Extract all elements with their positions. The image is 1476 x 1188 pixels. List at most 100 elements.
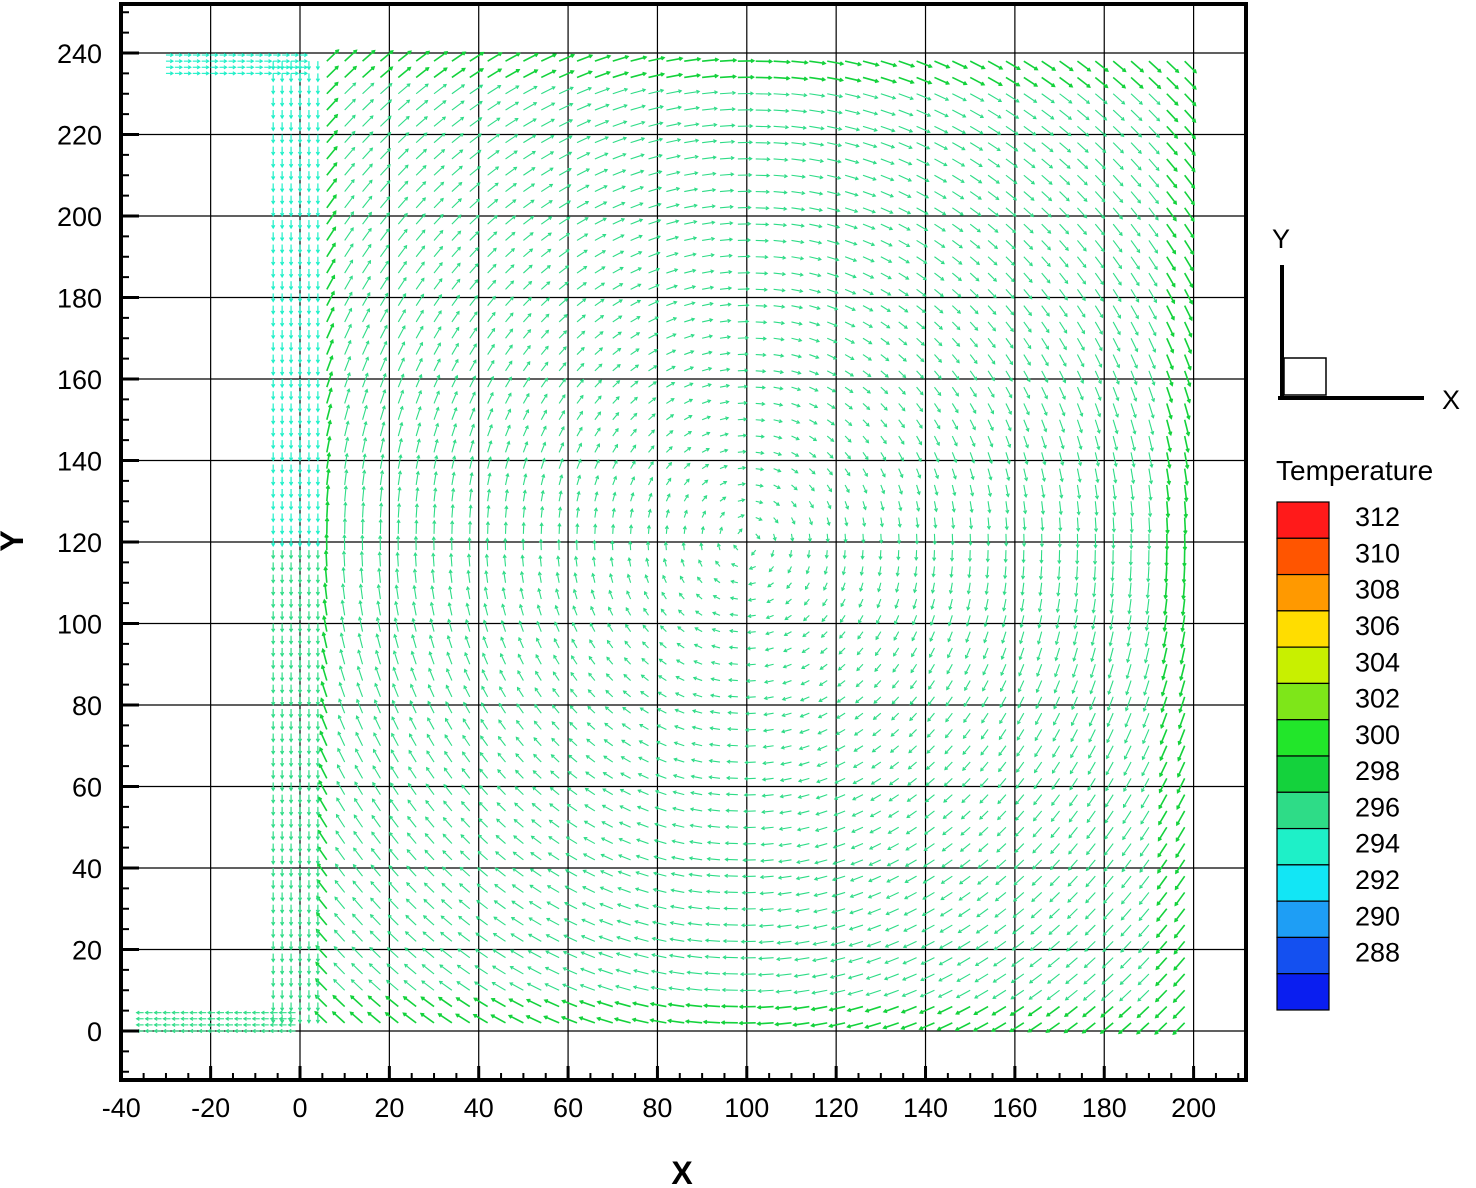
velocity-arrow <box>397 228 408 241</box>
velocity-arrow <box>466 569 471 583</box>
velocity-arrow <box>412 568 418 583</box>
velocity-arrow <box>459 866 471 877</box>
velocity-arrow <box>576 233 589 241</box>
velocity-arrow <box>469 311 478 323</box>
velocity-arrow <box>375 633 381 649</box>
velocity-arrow <box>507 1014 524 1024</box>
velocity-arrow <box>576 265 588 274</box>
velocity-arrow <box>362 291 371 306</box>
velocity-arrow <box>487 231 498 241</box>
velocity-arrow <box>324 533 329 551</box>
velocity-arrow <box>576 103 592 111</box>
y-tick-label: 140 <box>57 447 102 477</box>
velocity-arrow <box>484 569 489 583</box>
velocity-arrow <box>465 618 471 632</box>
velocity-arrow <box>323 549 329 567</box>
velocity-arrow <box>457 948 471 959</box>
velocity-arrow <box>356 682 364 698</box>
velocity-arrow <box>505 52 521 62</box>
velocity-arrow <box>444 734 453 747</box>
legend-swatch <box>1276 573 1330 612</box>
velocity-arrow <box>388 881 399 893</box>
velocity-arrow <box>523 69 539 79</box>
legend-swatch <box>1276 537 1330 576</box>
velocity-arrow <box>438 980 453 991</box>
velocity-arrow <box>344 195 355 209</box>
velocity-arrow <box>351 929 363 942</box>
velocity-arrow <box>553 637 560 649</box>
velocity-arrow <box>558 200 572 209</box>
velocity-arrow <box>406 882 417 893</box>
velocity-arrow <box>451 455 457 469</box>
velocity-arrow <box>525 1015 542 1024</box>
velocity-arrow <box>344 162 355 176</box>
velocity-arrow <box>451 67 466 79</box>
legend-swatch <box>1276 827 1330 866</box>
velocity-arrow <box>371 814 381 828</box>
velocity-arrow <box>397 292 407 306</box>
velocity-arrow <box>397 437 403 453</box>
velocity-arrow <box>546 901 560 910</box>
velocity-arrow <box>487 198 499 209</box>
x-tick-label: 200 <box>1171 1093 1216 1123</box>
velocity-arrow <box>552 671 560 681</box>
velocity-arrow <box>402 1012 417 1024</box>
velocity-arrow <box>352 863 363 877</box>
velocity-arrow <box>523 264 533 274</box>
velocity-arrow <box>341 566 346 583</box>
velocity-arrow <box>558 119 574 127</box>
velocity-arrow <box>522 424 529 437</box>
velocity-arrow <box>540 361 549 372</box>
velocity-arrow <box>415 83 429 95</box>
velocity-arrow <box>497 769 506 779</box>
velocity-arrow <box>486 504 491 518</box>
velocity-arrow <box>377 567 382 583</box>
velocity-arrow <box>314 1010 328 1024</box>
velocity-arrow <box>374 682 381 698</box>
velocity-arrow <box>469 263 479 274</box>
velocity-arrow <box>464 651 471 665</box>
velocity-arrow <box>362 115 374 127</box>
legend-level-label: 292 <box>1355 865 1400 895</box>
velocity-arrow <box>487 133 501 144</box>
velocity-arrow <box>446 634 453 649</box>
legend-level-label: 290 <box>1355 901 1400 931</box>
velocity-arrow <box>361 485 366 502</box>
velocity-arrow <box>540 264 551 274</box>
velocity-arrow <box>505 85 520 95</box>
velocity-arrow <box>367 995 381 1008</box>
velocity-arrow <box>487 166 500 176</box>
velocity-arrow <box>362 275 371 290</box>
velocity-arrow <box>456 964 471 975</box>
velocity-arrow <box>326 129 338 144</box>
velocity-arrow <box>487 343 495 355</box>
velocity-arrow <box>487 472 492 486</box>
vector-field <box>135 49 1197 1036</box>
velocity-arrow <box>540 489 545 502</box>
velocity-arrow <box>518 636 524 649</box>
velocity-arrow <box>540 313 550 323</box>
velocity-arrow <box>469 343 477 355</box>
legend-level-label: 304 <box>1355 647 1400 677</box>
velocity-arrow <box>439 948 453 959</box>
velocity-arrow <box>326 242 336 258</box>
velocity-arrow <box>326 49 340 62</box>
velocity-arrow <box>586 722 596 730</box>
velocity-arrow <box>451 165 463 176</box>
velocity-arrow <box>415 389 423 404</box>
velocity-arrow <box>535 670 542 681</box>
legend-level-label: 310 <box>1355 538 1400 568</box>
velocity-arrow <box>379 486 384 502</box>
velocity-arrow <box>379 244 390 258</box>
velocity-arrow <box>576 282 587 290</box>
y-tick-label: 0 <box>87 1017 102 1047</box>
velocity-arrow <box>485 537 490 551</box>
velocity-arrow <box>353 814 364 828</box>
velocity-arrow <box>337 747 346 763</box>
velocity-arrow <box>541 102 556 111</box>
x-tick-label: 120 <box>814 1093 859 1123</box>
velocity-arrow <box>446 651 453 665</box>
velocity-arrow <box>362 49 376 62</box>
velocity-arrow <box>404 947 417 959</box>
legend-level-label: 302 <box>1355 684 1400 714</box>
